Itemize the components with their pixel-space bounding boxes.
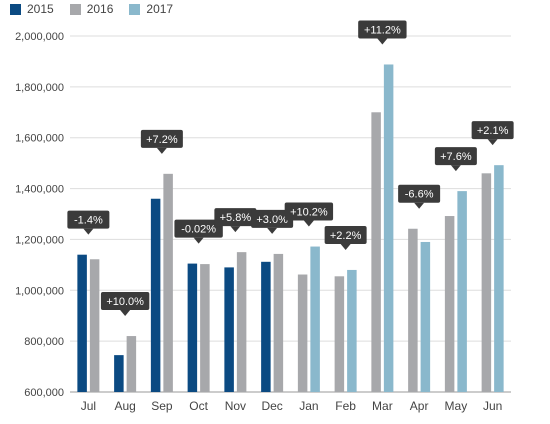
x-tick-label: Apr [410,399,429,413]
annotation-pointer [83,228,94,235]
x-tick-label: Jan [299,399,318,413]
bar-2017-apr [420,241,431,392]
annotation-label: +7.2% [146,134,178,146]
annotation-box [140,129,183,148]
y-tick-label: 1,400,000 [15,184,64,196]
annotation-label: +3.0% [256,214,288,226]
legend-label-2016: 2016 [86,2,114,16]
annotation-box [251,209,294,228]
bar-2016-nov [236,252,247,392]
legend-item-2015[interactable]: 2015 [10,2,54,16]
bar-2016-oct [200,264,210,392]
annotation-box [398,184,441,203]
annotation-pointer [193,237,204,244]
bar-2016-jan [297,274,308,392]
annotation-label: +2.1% [477,125,509,137]
bar-2016-feb [334,276,345,392]
annotation-label: -1.4% [74,215,103,227]
annotation-box [358,20,407,39]
annotation-pointer [230,226,241,233]
annotation-box [284,202,334,221]
x-tick-label: Nov [225,399,246,413]
annotation-pointer [377,38,388,45]
bar-2015-nov [224,267,234,392]
annotation-box [67,210,110,229]
annotation-pointer [120,310,131,317]
y-tick-label: 1,200,000 [15,234,64,246]
bar-2015-dec [261,261,271,392]
annotation-label: +10.0% [106,296,144,308]
y-tick-label: 2,000,000 [15,31,64,43]
legend-label-2015: 2015 [27,2,54,16]
annotation-label: +7.6% [440,151,472,163]
bar-2015-sep [150,198,161,392]
bar-2016-sep [163,173,173,392]
bar-2016-aug [126,336,137,392]
x-tick-label: Feb [335,399,356,413]
legend-item-2017[interactable]: 2017 [129,2,173,16]
legend-label-2017: 2017 [146,2,174,16]
annotation-pointer [340,243,351,250]
y-tick-label: 1,000,000 [15,285,64,297]
annotation-box [214,208,257,227]
annotation-label: +2.2% [330,230,362,242]
annotation-box [434,147,477,166]
bar-2017-jun [494,165,504,392]
bar-2016-mar [371,112,381,393]
annotation-pointer [303,220,314,227]
annotation-pointer [414,202,425,209]
x-tick-label: Mar [372,399,393,413]
annotation-box [324,225,367,244]
bar-2016-dec [273,253,284,392]
bar-2016-jul [89,259,100,392]
y-tick-label: 1,600,000 [15,133,64,145]
x-tick-label: Dec [261,399,282,413]
x-tick-label: Jun [483,399,502,413]
bar-2015-jul [77,254,87,392]
y-tick-label: 800,000 [24,336,64,348]
bar-2017-jan [310,246,320,392]
legend: 2015 2016 2017 [10,2,173,16]
x-tick-label: Oct [189,399,208,413]
annotation-box [174,219,223,238]
bar-2015-aug [114,355,124,392]
bar-2015-oct [187,263,198,392]
bar-2016-jun [481,173,492,392]
annotation-label: -6.6% [405,189,434,201]
x-tick-label: Jul [81,399,96,413]
x-tick-label: Aug [114,399,135,413]
x-tick-label: May [445,399,468,413]
y-tick-label: 600,000 [24,387,64,399]
annotation-pointer [450,165,461,172]
annotation-box [100,292,150,311]
annotation-pointer [267,227,278,234]
legend-swatch-2016 [69,3,81,15]
annotation-pointer [156,147,167,154]
bar-2017-may [457,191,467,392]
annotation-box [471,121,514,140]
bar-2016-apr [408,228,418,392]
annotation-label: +11.2% [364,24,401,36]
legend-swatch-2015 [10,3,21,15]
x-tick-label: Sep [151,399,173,413]
legend-item-2016[interactable]: 2016 [69,2,114,16]
annotation-label: +5.8% [220,212,252,224]
annotation-pointer [487,139,498,146]
y-tick-label: 1,800,000 [15,82,64,94]
bar-2016-may [444,216,455,392]
legend-swatch-2017 [129,3,141,15]
annotation-label: +10.2% [290,207,328,219]
bar-2017-feb [347,269,357,392]
annotation-label: -0.02% [181,224,216,236]
bar-2017-mar [383,64,394,392]
